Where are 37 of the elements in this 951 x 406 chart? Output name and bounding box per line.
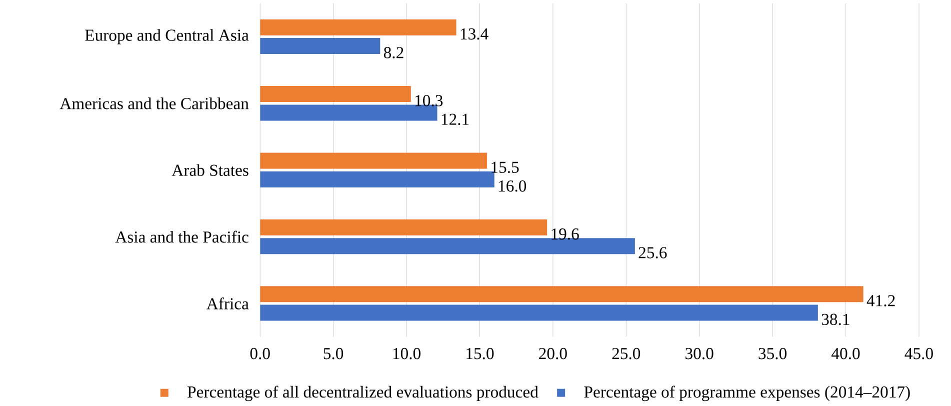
y-tick-label: Europe and Central Asia — [85, 29, 249, 44]
x-tick-label: 45.0 — [904, 348, 933, 360]
bar — [260, 19, 456, 36]
data-label: 12.1 — [442, 114, 469, 125]
data-label: 19.6 — [552, 228, 579, 240]
bar — [260, 286, 864, 302]
x-tick-label: 0.0 — [250, 348, 270, 360]
data-label: 8.2 — [384, 46, 404, 58]
bar — [260, 86, 411, 102]
bar — [260, 104, 438, 121]
legend-label: Percentage of programme expenses (2014–2017) — [584, 386, 910, 401]
legend-label: Percentage of all decentralized evaluations produced — [188, 386, 538, 401]
y-tick-label: Arab States — [172, 164, 248, 176]
data-label: 15.5 — [492, 162, 519, 173]
bar — [260, 152, 488, 169]
x-tick-label: 25.0 — [612, 348, 640, 360]
bar — [260, 304, 818, 321]
x-tick-label: 10.0 — [393, 348, 420, 360]
y-tick-label: Americas and the Caribbean — [60, 97, 249, 110]
x-tick-label: 40.0 — [832, 348, 860, 360]
data-label: 13.4 — [460, 28, 488, 40]
data-label: 41.2 — [866, 295, 895, 306]
x-tick-label: 20.0 — [539, 348, 567, 360]
bar — [260, 38, 380, 54]
bar — [260, 171, 494, 188]
bar — [260, 238, 635, 254]
data-label: 10.3 — [416, 94, 443, 106]
bar — [260, 219, 548, 236]
data-label: 38.1 — [822, 314, 850, 326]
y-tick-label: Asia and the Pacific — [115, 230, 248, 243]
y-tick-label: Africa — [206, 297, 249, 310]
x-tick-label: 35.0 — [758, 348, 787, 360]
data-label: 25.6 — [638, 247, 667, 258]
data-label: 16.0 — [498, 180, 526, 192]
x-tick-label: 30.0 — [686, 348, 714, 360]
x-tick-label: 15.0 — [466, 348, 494, 360]
x-tick-label: 5.0 — [324, 348, 344, 360]
